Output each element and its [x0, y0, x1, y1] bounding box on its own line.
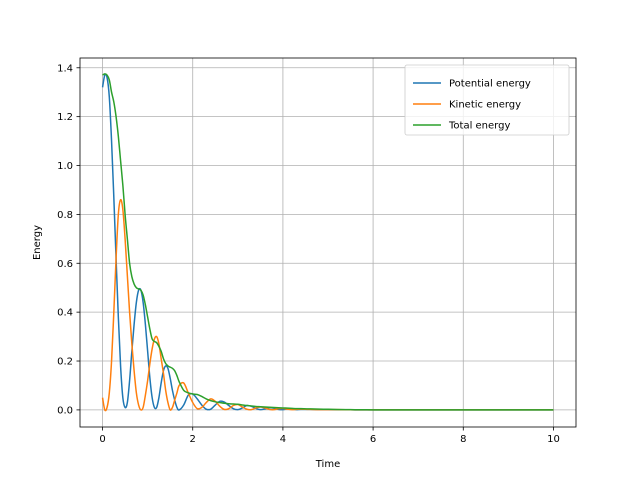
y-tick-label: 0.0: [57, 405, 73, 416]
legend-label-total-energy: Total energy: [448, 121, 510, 132]
y-tick-label: 1.4: [57, 63, 73, 74]
x-tick-label: 8: [460, 434, 466, 445]
legend-label-kinetic-energy: Kinetic energy: [449, 100, 521, 111]
x-tick-label: 0: [99, 434, 105, 445]
grid-lines: [80, 58, 576, 427]
x-tick-label: 4: [280, 434, 286, 445]
y-axis-label: Energy: [32, 225, 43, 260]
y-tick-label: 0.8: [57, 210, 73, 221]
series-lines: [101, 73, 554, 412]
legend-label-potential-energy: Potential energy: [449, 79, 531, 90]
x-axis-label: Time: [315, 459, 340, 470]
series-line-total-energy: [102, 73, 554, 411]
x-tick-label: 10: [547, 434, 560, 445]
plot-area-frame: [79, 57, 577, 428]
legend: Potential energy Kinetic energy Total ener…: [404, 64, 570, 136]
y-tick-label: 1.0: [57, 161, 73, 172]
y-tick-label: 0.6: [57, 259, 73, 270]
y-tick-label: 0.4: [57, 308, 73, 319]
y-tick-label: 1.2: [57, 112, 73, 123]
axis-ticks: 0 2 4 6 8 10 0.0 0.2 0.4 0.6 0.8 1.0 1.2 1.4: [57, 63, 560, 445]
x-tick-label: 2: [190, 434, 196, 445]
legend-box: [404, 64, 570, 136]
y-tick-label: 0.2: [57, 357, 73, 368]
x-tick-label: 6: [370, 434, 376, 445]
